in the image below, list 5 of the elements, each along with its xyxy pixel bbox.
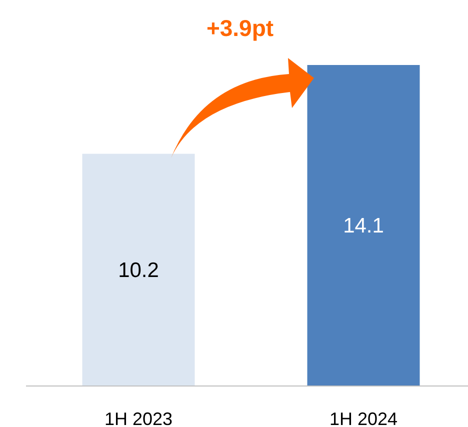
x-tick-label: 1H 2024 xyxy=(329,409,398,427)
data-label: 10.2 xyxy=(118,258,159,282)
data-label: 14.1 xyxy=(343,214,384,238)
text: +3.9pt xyxy=(206,15,274,41)
x-tick-label: 1H 2023 xyxy=(104,409,173,427)
